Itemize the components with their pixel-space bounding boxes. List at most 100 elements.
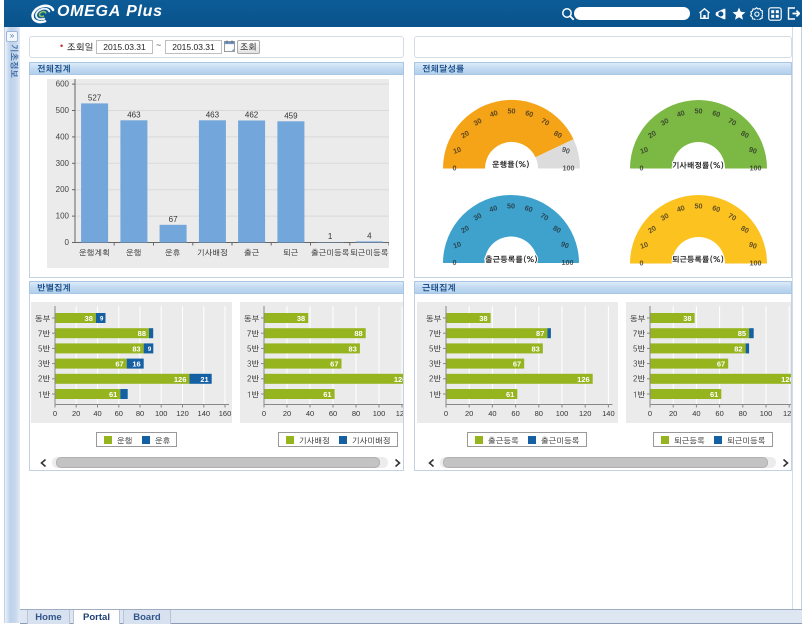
svg-text:20: 20 bbox=[459, 128, 470, 140]
svg-text:463: 463 bbox=[206, 110, 220, 119]
svg-text:462: 462 bbox=[245, 111, 259, 120]
svg-text:60: 60 bbox=[524, 108, 534, 119]
svg-text:40: 40 bbox=[675, 108, 685, 119]
svg-text:0: 0 bbox=[640, 258, 644, 267]
svg-text:100: 100 bbox=[750, 258, 762, 267]
svg-text:10: 10 bbox=[639, 145, 649, 156]
svg-text:100: 100 bbox=[750, 163, 762, 172]
svg-text:120: 120 bbox=[579, 409, 592, 418]
svg-text:0: 0 bbox=[640, 163, 644, 172]
svg-text:82: 82 bbox=[734, 344, 742, 353]
svg-text:100: 100 bbox=[760, 409, 773, 418]
svg-text:90: 90 bbox=[748, 145, 758, 156]
svg-text:80: 80 bbox=[352, 409, 360, 418]
svg-text:67: 67 bbox=[115, 360, 123, 369]
svg-text:120: 120 bbox=[176, 409, 189, 418]
svg-text:20: 20 bbox=[283, 409, 291, 418]
svg-text:38: 38 bbox=[297, 314, 305, 323]
svg-text:61: 61 bbox=[710, 390, 718, 399]
svg-text:60: 60 bbox=[329, 409, 337, 418]
svg-text:30: 30 bbox=[471, 116, 482, 128]
svg-text:40: 40 bbox=[488, 409, 496, 418]
svg-text:67: 67 bbox=[513, 360, 521, 369]
svg-text:80: 80 bbox=[739, 223, 750, 235]
svg-text:126: 126 bbox=[394, 375, 403, 384]
svg-text:126: 126 bbox=[577, 375, 590, 384]
svg-text:60: 60 bbox=[711, 203, 721, 214]
svg-text:83: 83 bbox=[531, 344, 539, 353]
svg-text:30: 30 bbox=[659, 210, 670, 222]
svg-text:400: 400 bbox=[56, 132, 70, 141]
svg-text:100: 100 bbox=[562, 258, 574, 267]
svg-text:87: 87 bbox=[536, 329, 544, 338]
svg-text:61: 61 bbox=[109, 390, 117, 399]
svg-text:0: 0 bbox=[452, 163, 456, 172]
svg-text:20: 20 bbox=[646, 223, 657, 235]
svg-text:80: 80 bbox=[739, 409, 747, 418]
svg-text:0: 0 bbox=[444, 409, 448, 418]
svg-text:50: 50 bbox=[695, 106, 703, 115]
svg-text:20: 20 bbox=[669, 409, 677, 418]
svg-text:40: 40 bbox=[692, 409, 700, 418]
svg-text:60: 60 bbox=[715, 409, 723, 418]
svg-text:60: 60 bbox=[511, 409, 519, 418]
svg-text:20: 20 bbox=[646, 128, 657, 140]
svg-text:20: 20 bbox=[465, 409, 473, 418]
svg-text:10: 10 bbox=[639, 239, 649, 250]
svg-text:88: 88 bbox=[138, 329, 146, 338]
svg-text:40: 40 bbox=[675, 203, 685, 214]
svg-text:0: 0 bbox=[648, 409, 652, 418]
svg-text:60: 60 bbox=[523, 203, 533, 214]
svg-text:463: 463 bbox=[127, 110, 141, 119]
svg-text:0: 0 bbox=[53, 409, 57, 418]
svg-text:38: 38 bbox=[479, 314, 487, 323]
svg-text:200: 200 bbox=[56, 185, 70, 194]
svg-text:40: 40 bbox=[488, 108, 498, 119]
svg-text:0: 0 bbox=[262, 409, 266, 418]
svg-text:100: 100 bbox=[155, 409, 168, 418]
svg-text:459: 459 bbox=[284, 111, 298, 120]
svg-text:60: 60 bbox=[711, 108, 721, 119]
svg-text:83: 83 bbox=[349, 344, 357, 353]
svg-text:70: 70 bbox=[539, 116, 550, 128]
svg-text:30: 30 bbox=[659, 116, 670, 128]
svg-text:60: 60 bbox=[115, 409, 123, 418]
svg-text:85: 85 bbox=[738, 329, 746, 338]
svg-text:90: 90 bbox=[560, 239, 570, 250]
svg-text:30: 30 bbox=[472, 211, 483, 223]
svg-text:90: 90 bbox=[560, 145, 570, 156]
svg-text:0: 0 bbox=[453, 258, 457, 267]
svg-text:90: 90 bbox=[748, 239, 758, 250]
svg-text:0: 0 bbox=[65, 238, 70, 247]
svg-text:50: 50 bbox=[507, 201, 515, 210]
svg-text:10: 10 bbox=[451, 145, 461, 156]
svg-text:160: 160 bbox=[219, 409, 232, 418]
svg-text:80: 80 bbox=[551, 223, 562, 235]
svg-text:70: 70 bbox=[539, 211, 550, 223]
svg-text:140: 140 bbox=[198, 409, 211, 418]
svg-text:140: 140 bbox=[602, 409, 615, 418]
svg-text:61: 61 bbox=[323, 390, 331, 399]
svg-text:1: 1 bbox=[328, 232, 333, 241]
svg-text:67: 67 bbox=[169, 215, 178, 224]
svg-text:527: 527 bbox=[88, 93, 102, 102]
svg-text:21: 21 bbox=[200, 375, 208, 384]
svg-text:80: 80 bbox=[552, 128, 563, 140]
svg-text:120: 120 bbox=[783, 409, 791, 418]
svg-text:70: 70 bbox=[727, 210, 738, 222]
svg-text:80: 80 bbox=[535, 409, 543, 418]
svg-text:9: 9 bbox=[148, 347, 152, 353]
svg-text:4: 4 bbox=[367, 231, 372, 240]
svg-text:40: 40 bbox=[93, 409, 101, 418]
svg-text:20: 20 bbox=[72, 409, 80, 418]
svg-text:40: 40 bbox=[306, 409, 314, 418]
svg-text:67: 67 bbox=[717, 360, 725, 369]
svg-text:40: 40 bbox=[488, 203, 498, 214]
svg-text:80: 80 bbox=[739, 128, 750, 140]
svg-text:120: 120 bbox=[396, 409, 403, 418]
svg-text:100: 100 bbox=[556, 409, 569, 418]
svg-text:38: 38 bbox=[85, 314, 93, 323]
svg-text:38: 38 bbox=[683, 314, 691, 323]
svg-text:500: 500 bbox=[56, 106, 70, 115]
svg-text:80: 80 bbox=[136, 409, 144, 418]
